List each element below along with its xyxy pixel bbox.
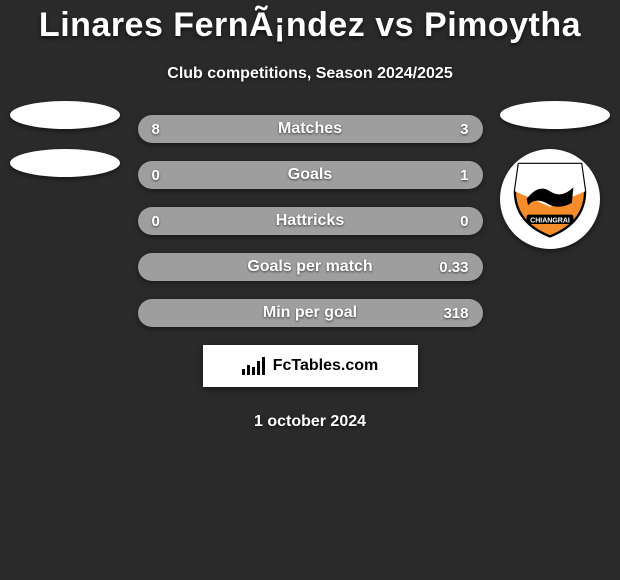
player2-club-icon: CHIANGRAI xyxy=(500,149,600,249)
player2-flag-icon xyxy=(500,101,610,129)
stat-left-value: 0 xyxy=(152,213,160,230)
left-badges xyxy=(10,101,120,177)
svg-text:CHIANGRAI: CHIANGRAI xyxy=(530,217,570,224)
stat-label: Matches xyxy=(138,120,483,138)
chart-icon xyxy=(242,357,267,375)
stat-right-value: 0.33 xyxy=(439,259,468,276)
stat-label: Goals xyxy=(138,166,483,184)
page-title: Linares FernÃ¡ndez vs Pimoytha xyxy=(0,6,620,45)
stat-right-value: 0 xyxy=(460,213,468,230)
stat-label: Hattricks xyxy=(138,212,483,230)
stat-row-hattricks: 0 Hattricks 0 xyxy=(138,207,483,235)
brand-label: FcTables.com xyxy=(273,357,379,375)
stat-row-min-per-goal: Min per goal 318 xyxy=(138,299,483,327)
stat-row-goals-per-match: Goals per match 0.33 xyxy=(138,253,483,281)
stat-label: Min per goal xyxy=(138,304,483,322)
stat-right-value: 318 xyxy=(443,305,468,322)
player1-club-icon xyxy=(10,149,120,177)
stat-row-goals: 0 Goals 1 xyxy=(138,161,483,189)
date-label: 1 october 2024 xyxy=(10,413,610,431)
stat-left-value: 8 xyxy=(152,121,160,138)
stat-left-value: 0 xyxy=(152,167,160,184)
stat-row-matches: 8 Matches 3 xyxy=(138,115,483,143)
stat-right-value: 3 xyxy=(460,121,468,138)
stat-label: Goals per match xyxy=(138,258,483,276)
subtitle: Club competitions, Season 2024/2025 xyxy=(0,65,620,83)
brand-box[interactable]: FcTables.com xyxy=(203,345,418,387)
right-badges: CHIANGRAI xyxy=(500,101,610,249)
stats-area: CHIANGRAI 8 Matches 3 0 Goals 1 0 Hattri… xyxy=(0,115,620,431)
player1-flag-icon xyxy=(10,101,120,129)
stat-right-value: 1 xyxy=(460,167,468,184)
